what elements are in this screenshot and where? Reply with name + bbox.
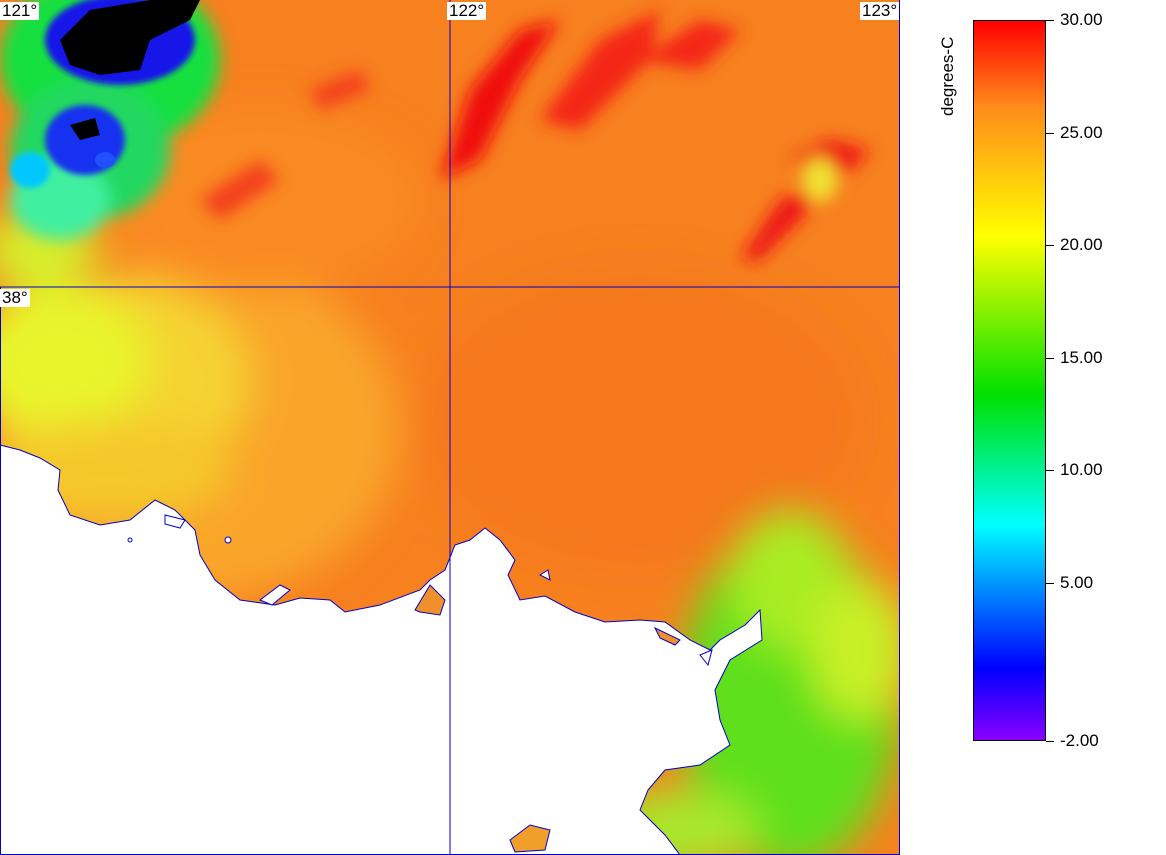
colorbar-tick-mark	[1046, 741, 1054, 742]
colorbar-unit-label: degrees-C	[938, 16, 960, 116]
cloud-cold-area	[0, 0, 220, 240]
colorbar-tick-label: -2.00	[1060, 731, 1099, 750]
colorbar-tick-label: 25.00	[1060, 123, 1103, 142]
colorbar-tick-label: 10.00	[1060, 460, 1103, 479]
colorbar-tick-mark	[1046, 20, 1054, 21]
map-canvas	[0, 0, 900, 855]
colorbar	[973, 20, 1046, 741]
colorbar-tick-label: 20.00	[1060, 235, 1103, 254]
colorbar-tick-label: 30.00	[1060, 10, 1103, 29]
lon-label-121: 121°	[0, 1, 40, 20]
colorbar-tick-label: 15.00	[1060, 348, 1103, 367]
sst-map[interactable]: 121° 122° 123° 38°	[0, 0, 900, 855]
lon-label-123: 123°	[860, 1, 900, 20]
colorbar-tick-label: 5.00	[1060, 573, 1094, 592]
land-masses	[0, 444, 763, 855]
unit-text: degrees-C	[938, 36, 957, 116]
colorbar-tick-mark	[1046, 358, 1054, 359]
colorbar-tick-mark	[1046, 245, 1054, 246]
colorbar-tick-mark	[1046, 583, 1054, 584]
colorbar-tick-mark	[1046, 470, 1054, 471]
colorbar-tick-mark	[1046, 133, 1054, 134]
lat-label-38: 38°	[0, 288, 30, 307]
lon-label-122: 122°	[447, 1, 487, 20]
warm-streaks	[200, 10, 870, 260]
